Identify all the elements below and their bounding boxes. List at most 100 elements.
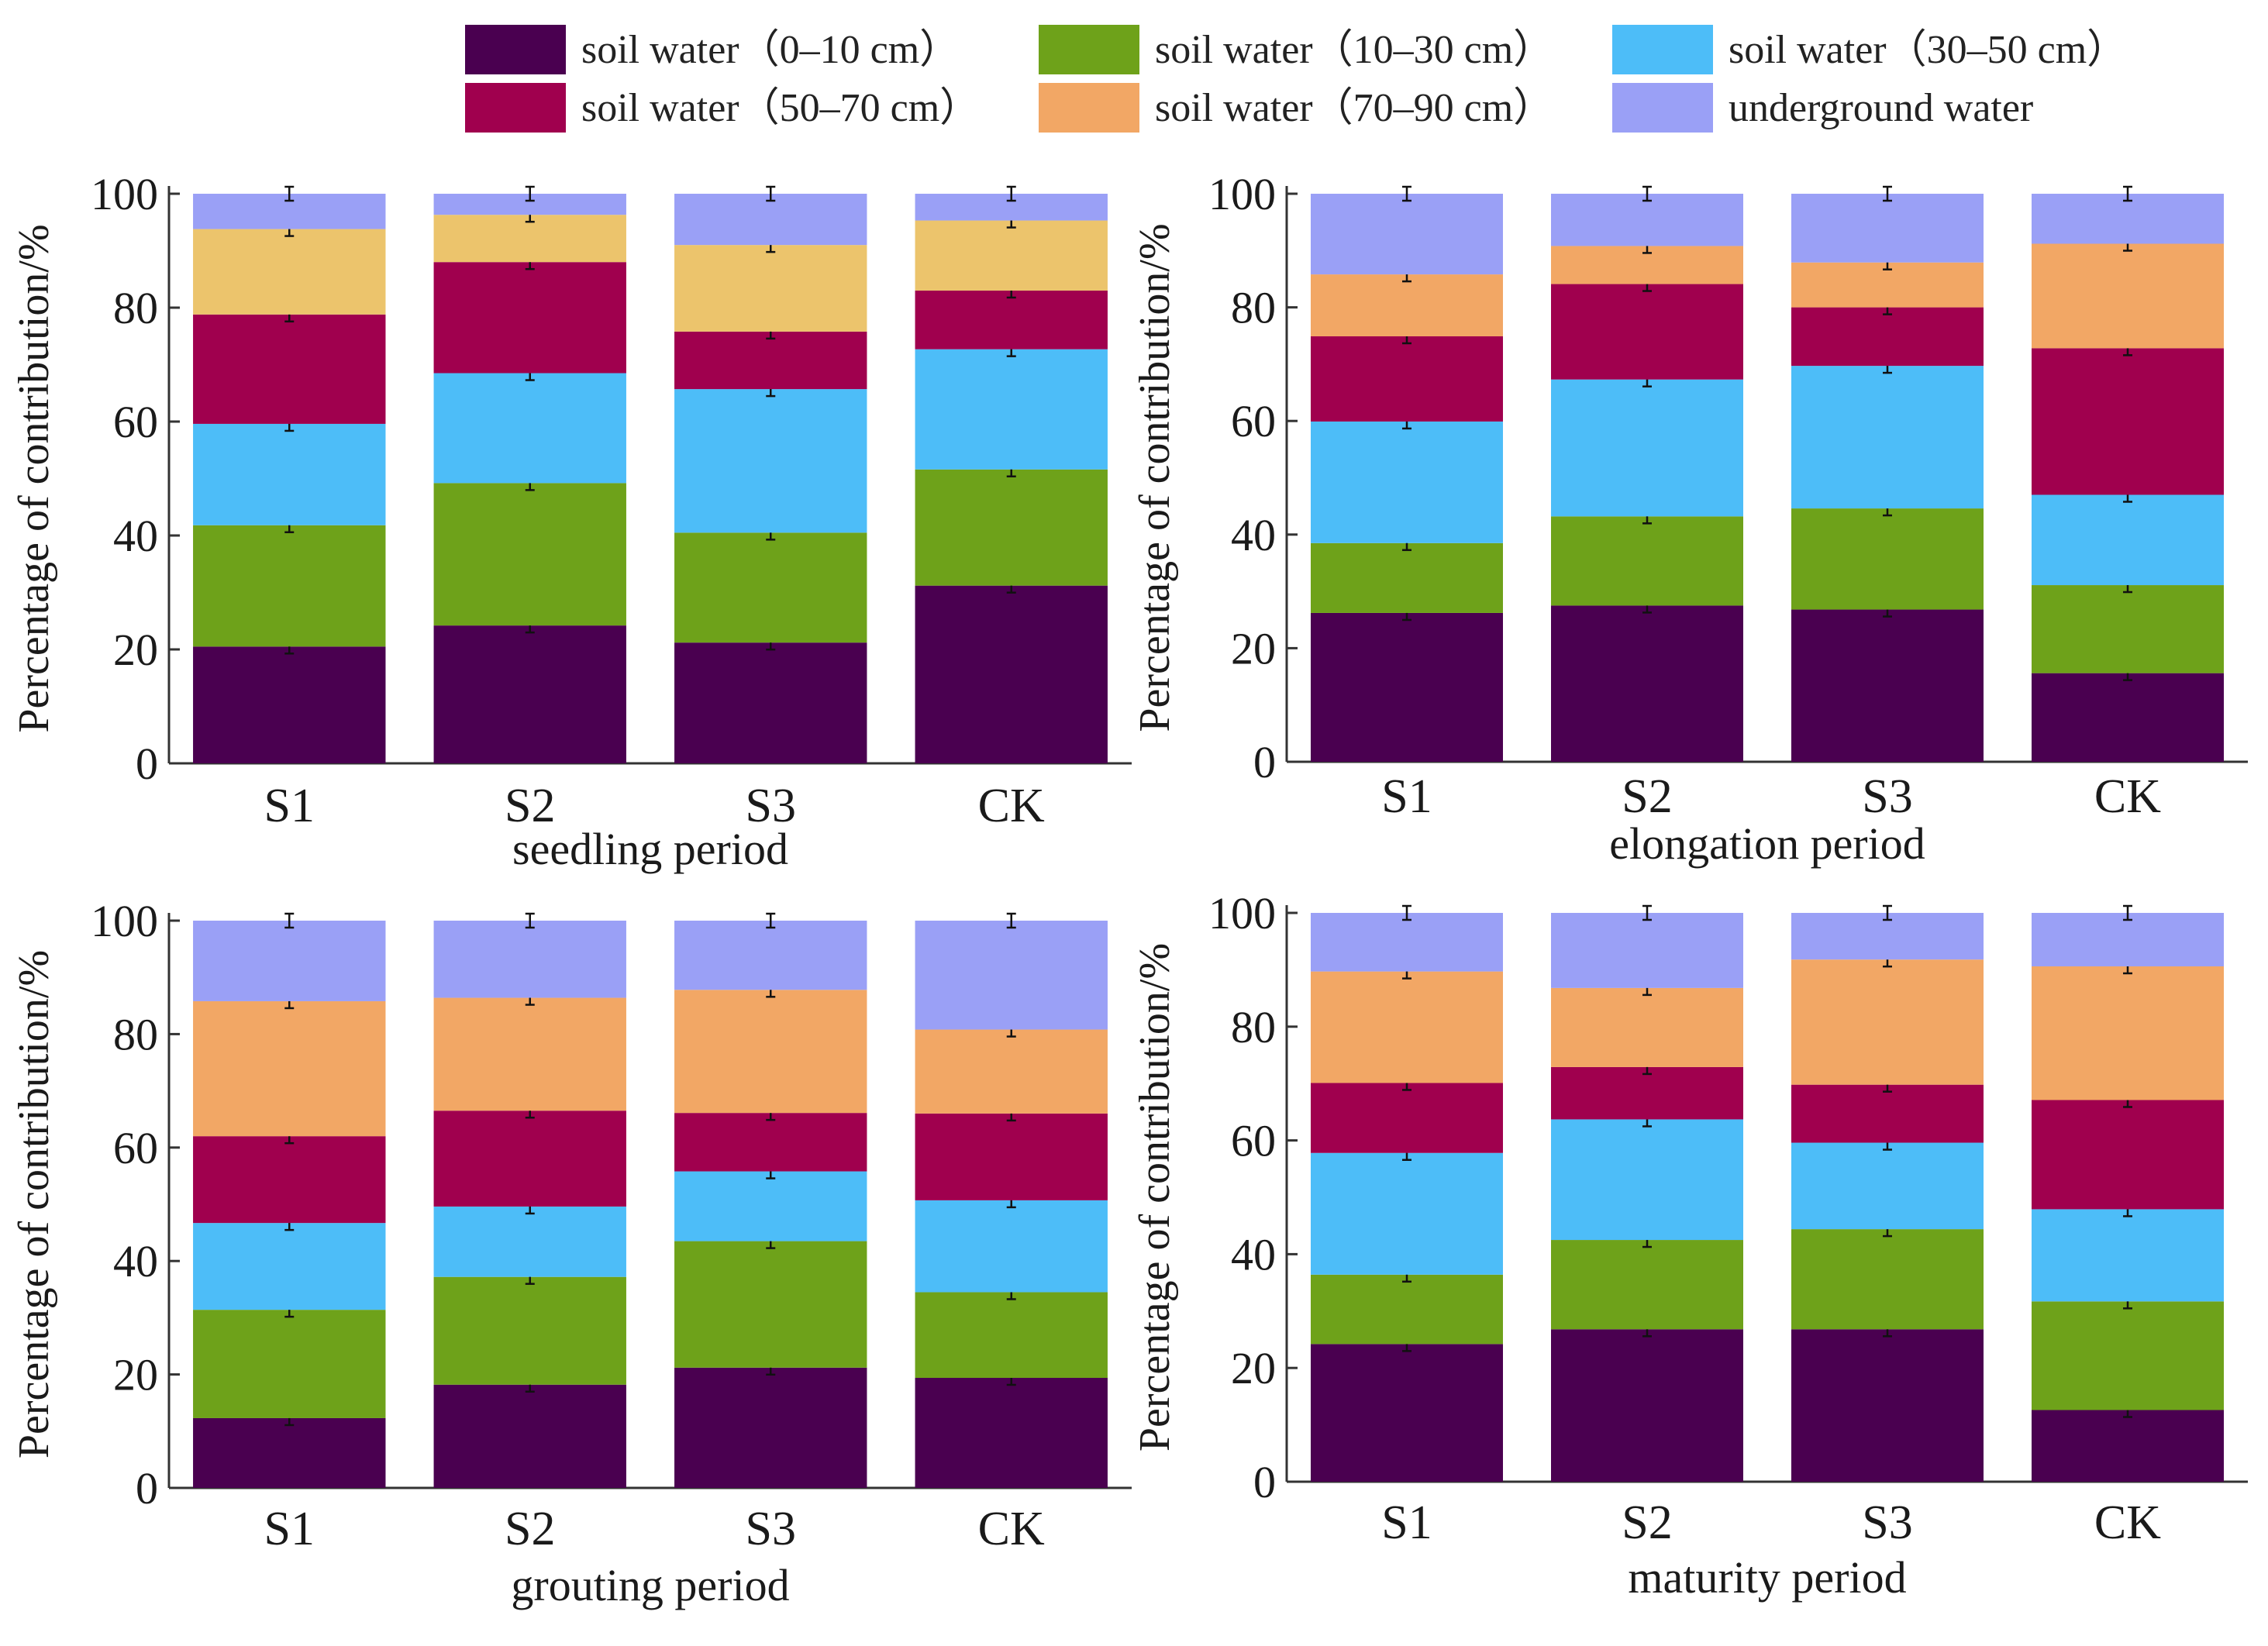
bar-s3-soil-water-0-10-cm [1791,1329,1984,1482]
legend-label: underground water [1729,86,2034,130]
x-tick-label-s1: S1 [1381,770,1432,823]
legend-swatch [1039,83,1139,133]
y-tick-label: 60 [113,1123,158,1173]
bar-ck-soil-water-50-70-cm [915,290,1108,350]
y-tick-label: 80 [113,1009,158,1059]
x-tick-label-ck: CK [2094,1496,2161,1549]
y-tick-label: 100 [1208,888,1276,938]
y-tick-label: 40 [113,1236,158,1286]
bar-s3-soil-water-70-90-cm [1791,959,1984,1085]
bar-s3-soil-water-50-70-cm [1791,1084,1984,1143]
y-tick-label: 0 [136,739,158,789]
bar-s1-underground-water [1311,913,1503,972]
bar-s1-soil-water-10-30-cm [193,1310,386,1418]
bar-s3-underground-water [674,921,867,990]
bar-s3-soil-water-10-30-cm [674,1241,867,1368]
x-tick-label-s3: S3 [746,1503,796,1555]
bar-ck-soil-water-70-90-cm [915,220,1108,291]
x-tick-label-ck: CK [2094,770,2161,823]
bar-s1-soil-water-70-90-cm [193,229,386,315]
bar-s1-soil-water-30-50-cm [1311,421,1503,543]
x-tick-label-ck: CK [978,780,1045,832]
bar-s2-soil-water-50-70-cm [433,1111,626,1207]
y-tick-label: 80 [113,283,158,333]
bar-s3-underground-water [1791,194,1984,263]
y-tick-label: 40 [1231,510,1276,560]
bar-s2-soil-water-50-70-cm [1551,284,1743,380]
bar-s2-soil-water-0-10-cm [1551,1329,1743,1482]
legend-swatch [465,83,566,133]
bar-ck-soil-water-10-30-cm [915,1292,1108,1378]
chart-panel-grouting-period: 0 20 40 60 80 100 Percentage of contribution/%… [10,896,1132,1610]
bar-s1-soil-water-0-10-cm [193,1417,386,1488]
y-axis-label: Percentage of contribution/% [10,224,58,732]
bar-s2-soil-water-10-30-cm [1551,1240,1743,1330]
bar-s2-soil-water-70-90-cm [1551,987,1743,1067]
y-tick-label: 0 [1253,1457,1276,1507]
bar-s1-soil-water-0-10-cm [193,646,386,763]
bar-s3-soil-water-10-30-cm [1791,1229,1984,1330]
bar-s3-soil-water-50-70-cm [674,331,867,390]
bar-s1-soil-water-10-30-cm [1311,1274,1503,1345]
bar-ck-underground-water [2032,194,2224,244]
x-tick-label-s1: S1 [264,780,315,832]
bar-s1-soil-water-0-10-cm [1311,1344,1503,1482]
x-tick-label-s2: S2 [1622,770,1672,823]
bar-s3-soil-water-30-50-cm [1791,1142,1984,1230]
bar-s1-soil-water-70-90-cm [1311,971,1503,1083]
bar-s2-soil-water-30-50-cm [433,373,626,484]
x-tick-label-s2: S2 [1622,1496,1672,1549]
legend-label: soil water（30–50 cm） [1729,28,2128,72]
bar-s3-soil-water-70-90-cm [674,245,867,332]
bar-ck-soil-water-70-90-cm [915,1029,1108,1114]
x-tick-label-s1: S1 [1381,1496,1432,1549]
legend-label: soil water（70–90 cm） [1155,86,1554,130]
bar-s3-soil-water-30-50-cm [674,1171,867,1241]
bar-ck-soil-water-30-50-cm [915,349,1108,470]
y-tick-label: 60 [113,397,158,447]
y-tick-label: 40 [113,511,158,561]
y-tick-label: 100 [91,896,158,946]
bar-s2-soil-water-10-30-cm [1551,516,1743,606]
legend-swatch [465,25,566,74]
bar-ck-soil-water-10-30-cm [2032,585,2224,673]
bar-s3-soil-water-50-70-cm [674,1113,867,1172]
bar-s2-soil-water-50-70-cm [1551,1066,1743,1120]
x-axis-label: grouting period [511,1560,789,1610]
x-tick-label-s3: S3 [746,780,796,832]
bar-s1-underground-water [193,921,386,1001]
y-tick-label: 0 [1253,737,1276,787]
legend-swatch [1612,25,1713,74]
y-tick-label: 20 [1231,623,1276,673]
bar-s1-soil-water-70-90-cm [1311,274,1503,336]
bar-s3-soil-water-0-10-cm [1791,609,1984,762]
bar-s1-soil-water-50-70-cm [1311,1083,1503,1153]
bar-s2-soil-water-10-30-cm [433,483,626,626]
y-axis-label: Percentage of contribution/% [10,950,58,1458]
bar-s3-soil-water-30-50-cm [674,389,867,533]
x-tick-label-s1: S1 [264,1503,315,1555]
bar-ck-soil-water-70-90-cm [2032,243,2224,349]
bar-s2-soil-water-30-50-cm [1551,379,1743,517]
y-tick-label: 100 [1208,169,1276,219]
bar-s1-soil-water-50-70-cm [1311,336,1503,422]
chart-panel-seedling-period: 0 20 40 60 80 100 Percentage of contribution/%… [10,169,1132,874]
y-tick-label: 20 [113,1350,158,1400]
bar-ck-soil-water-50-70-cm [915,1113,1108,1200]
x-axis-label: maturity period [1628,1552,1906,1603]
bar-ck-soil-water-10-30-cm [915,469,1108,586]
bar-s1-soil-water-50-70-cm [193,1136,386,1224]
bar-s1-soil-water-0-10-cm [1311,612,1503,762]
bar-ck-soil-water-50-70-cm [2032,348,2224,495]
bar-s2-soil-water-30-50-cm [433,1206,626,1277]
bar-ck-soil-water-70-90-cm [2032,966,2224,1100]
bar-s2-soil-water-70-90-cm [433,997,626,1111]
bar-s1-soil-water-70-90-cm [193,1000,386,1137]
bar-s1-soil-water-50-70-cm [193,314,386,424]
bar-s2-soil-water-30-50-cm [1551,1119,1743,1241]
bar-ck-underground-water [2032,913,2224,966]
bar-s2-soil-water-0-10-cm [1551,605,1743,762]
chart-panel-maturity-period: 0 20 40 60 80 100 Percentage of contribution/%… [1131,888,2248,1603]
bar-ck-underground-water [915,921,1108,1030]
bar-ck-soil-water-10-30-cm [2032,1301,2224,1410]
